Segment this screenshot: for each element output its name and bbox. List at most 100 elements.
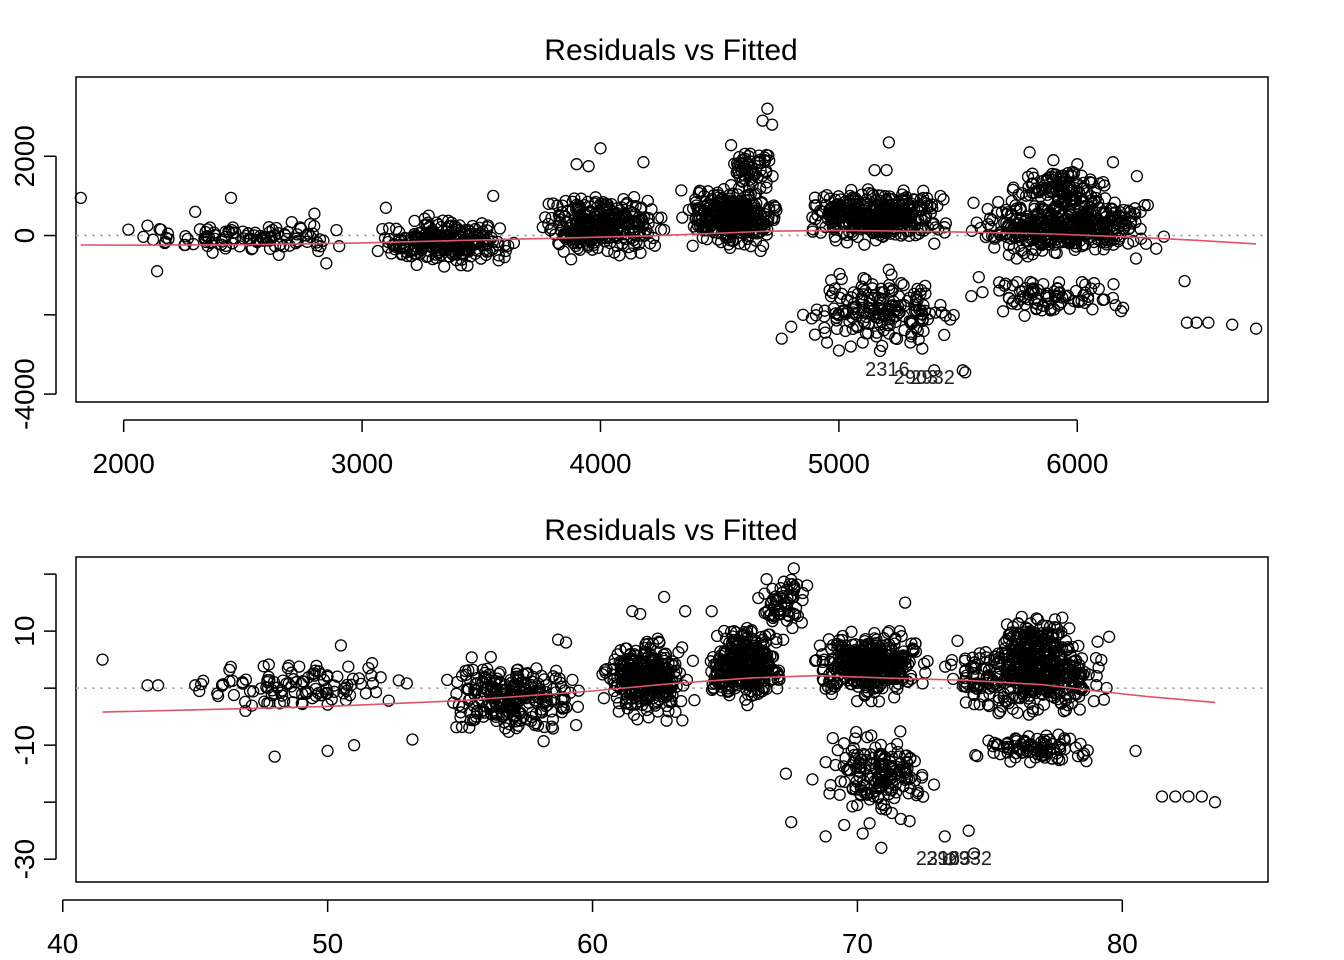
data-point [1009, 204, 1023, 217]
data-point [823, 787, 836, 800]
data-point [810, 199, 823, 212]
data-point [853, 761, 866, 774]
data-point [1075, 276, 1089, 289]
data-point [834, 775, 847, 788]
data-point [1050, 200, 1064, 213]
data-point [642, 711, 655, 724]
data-point [1040, 220, 1053, 233]
x-axis: 2000 3000 4000 5000 6000 [93, 419, 1108, 479]
data-point [829, 203, 842, 216]
data-point [1077, 176, 1090, 190]
data-point [1001, 661, 1015, 674]
data-point [502, 239, 515, 252]
data-point [821, 213, 835, 226]
data-point [1015, 244, 1028, 257]
data-point [627, 221, 640, 234]
data-point [934, 298, 947, 312]
data-point [823, 208, 836, 221]
data-point [756, 645, 769, 659]
data-point [751, 155, 764, 168]
x-tick-label: 6000 [1046, 448, 1108, 479]
data-point [382, 694, 395, 707]
data-point [976, 286, 989, 299]
data-point [1049, 290, 1062, 303]
data-point [308, 207, 321, 220]
data-point [646, 658, 659, 671]
chart-title: Residuals vs Fitted [544, 514, 797, 547]
data-point [855, 293, 869, 306]
data-point [810, 303, 824, 316]
data-point [441, 673, 454, 687]
data-point [538, 673, 551, 686]
data-point [1016, 290, 1029, 303]
data-point [464, 692, 477, 705]
data-point [796, 308, 810, 321]
data-point [890, 332, 904, 346]
data-point [874, 648, 887, 661]
data-point [239, 704, 252, 718]
x-axis: 40 50 60 70 80 [47, 899, 1138, 959]
data-point [897, 278, 910, 292]
data-point [958, 665, 972, 678]
data-point [819, 830, 832, 843]
data-point [1155, 790, 1169, 803]
data-point [846, 782, 859, 796]
data-point [392, 674, 405, 687]
data-point [662, 705, 675, 718]
data-point [981, 228, 995, 242]
data-point [542, 197, 555, 211]
data-point [674, 694, 688, 708]
data-point [754, 639, 768, 652]
data-point [614, 644, 627, 657]
data-point [261, 674, 274, 687]
data-point [867, 220, 880, 234]
data-point [928, 237, 941, 250]
data-point [888, 652, 902, 666]
data-point [881, 626, 894, 640]
data-point [814, 226, 827, 239]
data-point [997, 691, 1010, 704]
data-point [464, 675, 477, 688]
x-tick-label: 80 [1107, 928, 1138, 959]
data-point [835, 650, 848, 663]
data-point [1020, 741, 1033, 754]
data-point [886, 192, 899, 206]
data-point [268, 240, 282, 253]
data-point [743, 670, 757, 683]
data-point [1057, 658, 1070, 672]
data-point [557, 245, 570, 258]
data-point [927, 778, 941, 791]
data-point [211, 687, 224, 700]
data-point [1044, 657, 1057, 671]
data-point [808, 328, 822, 341]
data-point [882, 305, 895, 318]
data-point [717, 183, 730, 196]
data-point [816, 655, 829, 669]
data-point [755, 630, 768, 644]
data-point [638, 641, 652, 655]
data-point [860, 210, 873, 223]
data-point [1059, 175, 1073, 188]
data-point [394, 238, 407, 252]
data-point [893, 624, 906, 638]
data-point [630, 649, 643, 663]
data-point [535, 706, 549, 719]
data-point [1017, 246, 1031, 260]
data-point [445, 216, 458, 229]
data-point [1047, 154, 1060, 167]
data-point [860, 640, 873, 653]
data-point [965, 224, 979, 237]
data-point [993, 284, 1006, 297]
data-point [1045, 737, 1059, 751]
data-point [229, 226, 242, 239]
data-point [715, 677, 728, 691]
data-point [993, 276, 1006, 289]
data-point [478, 670, 491, 683]
data-point [758, 654, 771, 668]
data-point [489, 710, 503, 723]
plot-points [96, 562, 1222, 866]
data-point [537, 735, 550, 748]
data-point [398, 242, 411, 255]
